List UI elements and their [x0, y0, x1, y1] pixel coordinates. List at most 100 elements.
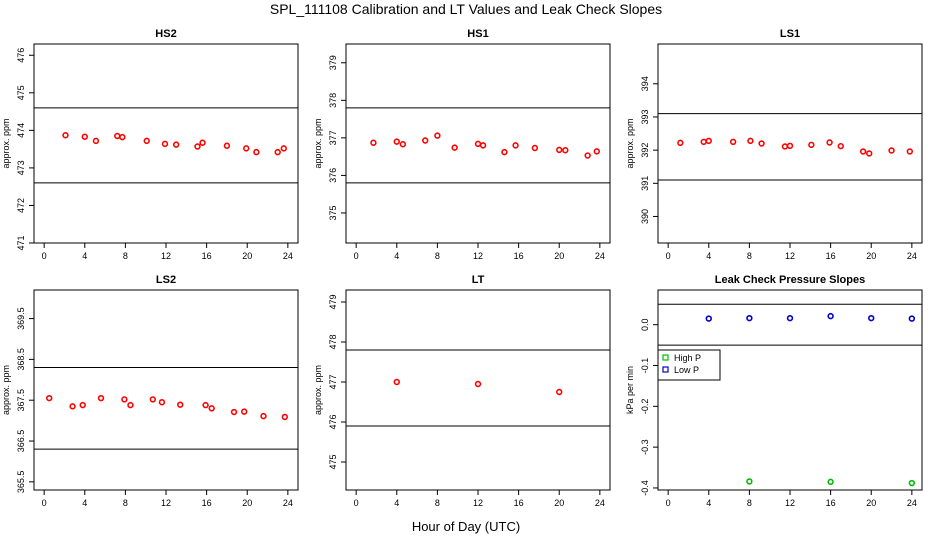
legend-marker [662, 366, 669, 373]
data-point [92, 137, 100, 145]
y-tick-label: 479 [328, 294, 338, 309]
x-tick-label: 20 [554, 498, 564, 508]
data-point [223, 142, 231, 149]
x-tick-label: 0 [354, 498, 359, 508]
y-axis-label: approx. ppm [313, 365, 323, 415]
data-point [786, 142, 794, 150]
data-point [62, 132, 69, 139]
x-tick-label: 24 [907, 251, 917, 261]
data-point [474, 140, 482, 148]
x-tick-label: 24 [595, 498, 605, 508]
y-tick-label: 0.0 [640, 318, 650, 331]
data-point [149, 396, 157, 403]
data-point [399, 141, 407, 148]
data-point [729, 138, 737, 146]
x-tick-label: 12 [161, 498, 171, 508]
x-tick-label: 24 [283, 251, 293, 261]
data-point [512, 142, 519, 149]
data-point [434, 132, 441, 139]
data-point [121, 396, 128, 403]
y-tick-label: 368.5 [16, 348, 26, 371]
data-point [826, 139, 833, 146]
data-point [280, 145, 287, 152]
panel-title: LT [472, 274, 485, 286]
data-point [208, 405, 215, 412]
x-tick-label: 20 [242, 498, 252, 508]
plot-frame [345, 289, 611, 491]
y-tick-label: 391 [640, 176, 650, 191]
y-tick-label: 393 [640, 109, 650, 124]
data-point [69, 403, 76, 410]
data-point [199, 139, 206, 146]
y-tick-label: 475 [328, 454, 338, 469]
data-point [260, 412, 267, 420]
data-point [422, 137, 429, 144]
data-point [393, 378, 400, 386]
y-tick-label: 378 [328, 93, 338, 108]
data-point [868, 314, 875, 322]
y-tick-label: -0.4 [640, 480, 650, 496]
x-tick-label: 20 [554, 251, 564, 261]
data-point [888, 147, 895, 154]
y-tick-label: 365.5 [16, 471, 26, 494]
data-point [79, 401, 86, 409]
y-tick-label: -0.3 [640, 439, 650, 455]
x-tick-label: 4 [394, 251, 399, 261]
x-tick-label: 8 [123, 251, 128, 261]
data-point [531, 144, 539, 152]
y-axis-label: approx. ppm [1, 365, 11, 415]
data-point [119, 133, 126, 141]
data-point [908, 315, 916, 322]
panel-5: LT approx. ppm 0 4 8 12 16 20 24 475 476 477 478 479 [313, 274, 611, 508]
panel-title: Leak Check Pressure Slopes [715, 274, 865, 286]
data-point [859, 148, 867, 155]
panel-6: Leak Check Pressure Slopes kPa per min 0 4 8… [625, 274, 923, 508]
y-tick-label: 476 [16, 48, 26, 63]
data-point [81, 133, 88, 140]
data-point [747, 137, 754, 145]
panel-title: LS1 [780, 28, 800, 40]
data-point [593, 148, 600, 155]
y-tick-label: -0.2 [640, 399, 650, 415]
data-point [253, 148, 260, 156]
data-point [161, 140, 169, 148]
data-point [194, 143, 201, 150]
y-tick-label: 474 [16, 123, 26, 138]
x-tick-label: 16 [514, 498, 524, 508]
x-tick-label: 20 [242, 251, 252, 261]
data-point [501, 148, 508, 156]
x-tick-label: 12 [785, 498, 795, 508]
y-tick-label: 390 [640, 209, 650, 224]
y-tick-label: 367.5 [16, 389, 26, 412]
x-tick-label: 16 [202, 498, 212, 508]
x-tick-label: 20 [866, 498, 876, 508]
plot-frame [33, 43, 299, 244]
x-tick-label: 4 [82, 498, 87, 508]
y-tick-label: 472 [16, 198, 26, 213]
y-tick-label: 471 [16, 235, 26, 250]
data-point [479, 142, 487, 149]
x-tick-label: 8 [123, 498, 128, 508]
x-tick-label: 0 [354, 251, 359, 261]
data-point [908, 479, 916, 487]
data-point [705, 137, 712, 145]
legend-label: High P [674, 353, 701, 363]
data-point [393, 138, 400, 145]
data-point [827, 312, 834, 320]
y-axis-label: approx. ppm [625, 118, 635, 168]
x-tick-label: 16 [826, 251, 836, 261]
data-point [127, 401, 134, 409]
data-point [746, 478, 753, 485]
x-tick-label: 12 [473, 251, 483, 261]
panel-title: LS2 [156, 274, 176, 286]
y-tick-label: 392 [640, 143, 650, 158]
x-tick-label: 12 [785, 251, 795, 261]
x-tick-label: 24 [907, 498, 917, 508]
x-tick-label: 8 [747, 498, 752, 508]
panel-2: HS1 approx. ppm 0 4 8 12 16 20 24 375 376 377 378 379 [313, 28, 611, 261]
data-point [865, 150, 873, 157]
plot-frame [33, 289, 299, 491]
figure-title: SPL_111108 Calibration and LT Values and… [270, 1, 662, 17]
